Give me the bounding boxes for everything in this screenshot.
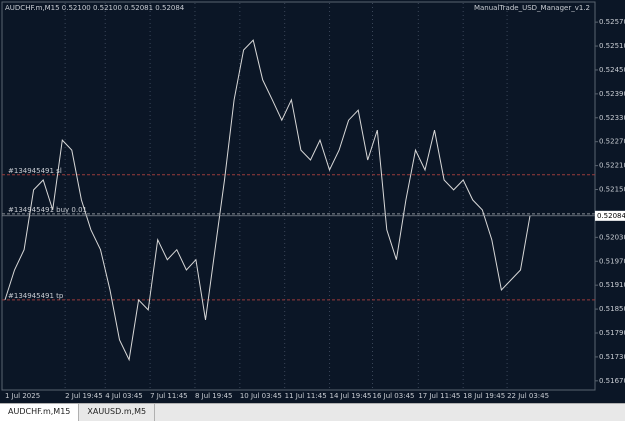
plot-frame	[1, 1, 596, 391]
x-tick-label: 22 Jul 03:45	[507, 392, 549, 400]
y-tick-label: 0.51670	[599, 377, 625, 385]
x-tick-label: 4 Jul 03:45	[105, 392, 143, 400]
last-price-label: 0.52084	[597, 212, 625, 220]
x-tick-label: 14 Jul 19:45	[330, 392, 372, 400]
last-price-tag	[595, 210, 625, 221]
x-tick-label: 11 Jul 11:45	[285, 392, 327, 400]
price-line	[4, 39, 531, 362]
x-tick-label: 7 Jul 11:45	[150, 392, 188, 400]
chart: AUDCHF.m,M15 0.52100 0.52100 0.52081 0.5…	[0, 0, 625, 403]
x-tick-label: 17 Jul 11:45	[418, 392, 460, 400]
x-tick-label: 10 Jul 03:45	[240, 392, 282, 400]
chart-title: AUDCHF.m,M15 0.52100 0.52100 0.52081 0.5…	[5, 4, 185, 12]
x-tick-label: 8 Jul 19:45	[195, 392, 233, 400]
expert-name: ManualTrade_USD_Manager_v1.2	[474, 4, 590, 12]
x-tick-label: 1 Jul 2025	[5, 392, 40, 400]
symbol-tab[interactable]: AUDCHF.m,M15	[0, 404, 80, 421]
symbol-tab[interactable]: XAUUSD.m,M5	[79, 404, 156, 421]
order-label: #134945491 sl	[8, 167, 62, 175]
x-tick-label: 18 Jul 19:45	[463, 392, 505, 400]
order-label: #134945491 tp	[8, 292, 64, 300]
x-tick-label: 2 Jul 19:45	[65, 392, 103, 400]
x-tick-label: 16 Jul 03:45	[373, 392, 415, 400]
tab-bar: AUDCHF.m,M15 XAUUSD.m,M5	[0, 403, 625, 421]
order-label: #134945491 buy 0.01	[8, 206, 87, 214]
chart-background	[0, 0, 625, 403]
